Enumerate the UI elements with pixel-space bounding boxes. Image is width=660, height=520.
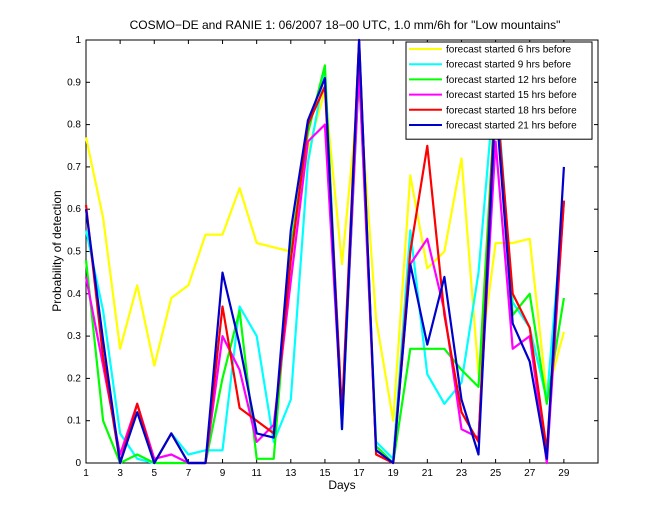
x-tick-label: 17: [354, 468, 366, 479]
x-tick-label: 11: [251, 468, 262, 479]
x-tick-label: 29: [558, 468, 570, 479]
x-tick-label: 3: [117, 468, 123, 479]
chart-title: COSMO−DE and RANIE 1: 06/2007 18−00 UTC,…: [130, 18, 561, 32]
y-tick-label: 0.8: [67, 120, 81, 131]
legend: forecast started 6 hrs before forecast st…: [405, 41, 593, 140]
y-tick-label: 0.5: [67, 247, 81, 258]
y-tick-label: 0.7: [67, 162, 81, 173]
y-tick-label: 0: [75, 458, 81, 469]
y-axis: 0 0.1 0.2 0.3 0.4 0.5 0.6 0.7 0.8 0.9 1: [67, 35, 598, 469]
x-tick-label: 27: [524, 468, 536, 479]
x-tick-label: 1: [83, 468, 89, 479]
series-lines: [84, 38, 565, 465]
legend-label: forecast started 6 hrs before: [446, 45, 572, 56]
y-axis-label: Probability of detection: [50, 190, 64, 311]
legend-label: forecast started 15 hrs before: [446, 90, 577, 101]
x-tick-label: 19: [388, 468, 400, 479]
x-tick-label: 13: [285, 468, 297, 479]
series-line-6: [84, 38, 565, 465]
x-tick-label: 15: [319, 468, 331, 479]
x-tick-label: 21: [422, 468, 434, 479]
x-tick-label: 9: [220, 468, 226, 479]
y-tick-label: 0.4: [67, 289, 81, 300]
x-tick-label: 7: [186, 468, 192, 479]
y-tick-label: 0.1: [67, 416, 81, 427]
legend-label: forecast started 18 hrs before: [446, 105, 577, 116]
legend-box: [405, 41, 593, 140]
y-tick-label: 0.3: [67, 331, 81, 342]
x-axis: 1 3 5 7 9 11 13 15 17 19 21 23 25 27 29: [83, 40, 570, 479]
x-tick-label: 25: [490, 468, 502, 479]
x-tick-label: 23: [456, 468, 468, 479]
y-tick-label: 1: [75, 35, 81, 46]
y-tick-label: 0.9: [67, 77, 81, 88]
series-line-3: [84, 64, 565, 465]
y-tick-label: 0.6: [67, 204, 81, 215]
legend-label: forecast started 21 hrs before: [446, 121, 577, 132]
legend-label: forecast started 12 hrs before: [446, 75, 577, 86]
legend-label: forecast started 9 hrs before: [446, 60, 572, 71]
x-tick-label: 5: [151, 468, 157, 479]
x-axis-label: Days: [328, 478, 355, 492]
y-tick-label: 0.2: [67, 373, 81, 384]
